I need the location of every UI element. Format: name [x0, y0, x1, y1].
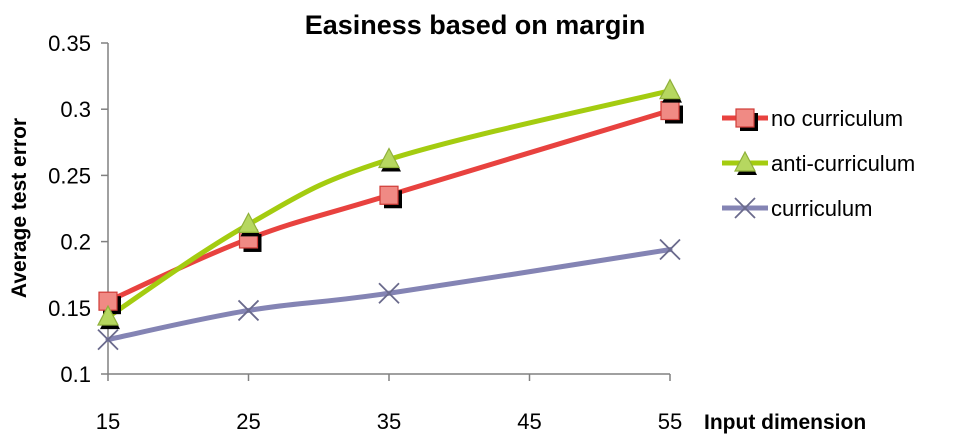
tick-labels: 0.1 0.15 0.2 0.25 0.3 0.35 15 25 35 45 55: [48, 31, 682, 434]
x-marker-stroke: [659, 238, 681, 261]
data-point-anti-curriculum: [659, 78, 681, 100]
y-tick-label: 0.3: [60, 97, 91, 122]
legend-label-anti-curriculum: anti-curriculum: [771, 151, 915, 176]
data-point-no-curriculum: [379, 185, 399, 205]
data-point-curriculum: [378, 282, 400, 304]
x-marker-stroke: [378, 282, 400, 304]
x-tick-label: 45: [517, 409, 541, 434]
x-tick-label: 15: [96, 409, 120, 434]
x-marker-stroke: [237, 299, 260, 322]
series-markers: [97, 78, 683, 351]
x-axis-title: Input dimension: [704, 411, 866, 434]
y-tick-label: 0.15: [48, 296, 91, 321]
series-line-curriculum: [105, 247, 673, 343]
data-point-anti-curriculum: [378, 147, 400, 169]
x-tick-label: 25: [236, 409, 260, 434]
x-tick-label: 35: [377, 409, 401, 434]
legend: no curriculum anti-curriculum curriculum: [722, 106, 915, 221]
data-point-curriculum: [659, 238, 681, 261]
x-tick-label: 55: [658, 409, 682, 434]
legend-marker-no-curriculum: [735, 108, 755, 128]
y-tick-label: 0.25: [48, 163, 91, 188]
y-tick-label: 0.35: [48, 31, 91, 56]
x-marker-stroke: [97, 328, 119, 351]
data-point-anti-curriculum: [237, 212, 260, 233]
legend-label-no-curriculum: no curriculum: [771, 106, 903, 131]
data-point-curriculum: [97, 328, 119, 351]
legend-marker-curriculum: [734, 197, 756, 219]
x-marker-stroke: [734, 197, 756, 219]
series-lines: [105, 88, 673, 343]
y-tick-label: 0.1: [60, 362, 91, 387]
data-point-anti-curriculum: [97, 304, 119, 326]
legend-marker-anti-curriculum: [734, 150, 756, 172]
data-point-curriculum: [237, 299, 260, 322]
y-axis-title: Average test error: [8, 118, 31, 298]
legend-label-curriculum: curriculum: [771, 196, 872, 221]
chart-title: Easiness based on margin: [305, 10, 646, 40]
series-line-anti-curriculum: [105, 88, 673, 320]
y-tick-label: 0.2: [60, 230, 91, 255]
data-point-no-curriculum: [660, 100, 680, 121]
axes: [101, 42, 671, 381]
